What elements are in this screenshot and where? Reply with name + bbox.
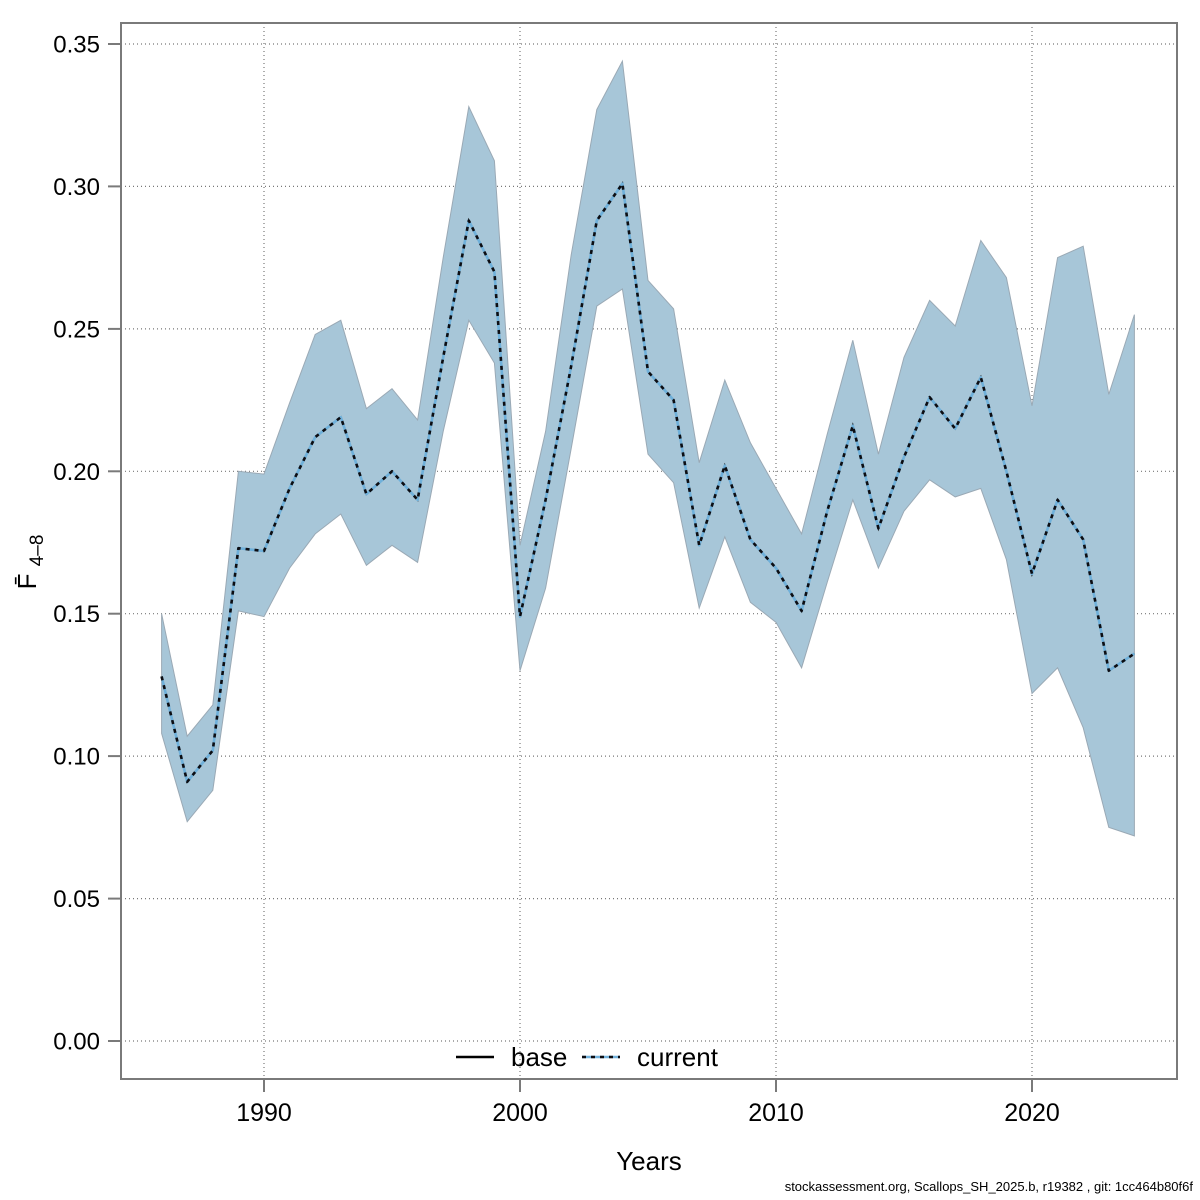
ci-band [161, 59, 1135, 837]
legend-base-label: base [511, 1042, 567, 1072]
y-tick-label: 0.00 [53, 1029, 100, 1056]
x-tick-label: 2020 [1004, 1099, 1060, 1127]
legend-current-label: current [637, 1042, 719, 1072]
x-tick-label: 1990 [236, 1099, 292, 1127]
current-line [160, 182, 1136, 784]
y-tick-label: 0.35 [53, 32, 100, 59]
y-tick-label: 0.30 [53, 174, 100, 201]
x-tick-label: 2000 [492, 1099, 548, 1127]
plot-frame [120, 22, 1178, 1080]
y-tick-label: 0.20 [53, 459, 100, 486]
y-axis-title-main: F̄ [12, 574, 42, 590]
legend: base current [456, 1042, 719, 1072]
y-axis-tick-labels: 0.00 0.05 0.10 0.15 0.20 0.25 0.30 0.35 [53, 32, 100, 1056]
x-axis-tick-labels: 1990 2000 2010 2020 [236, 1099, 1060, 1127]
y-tick-label: 0.15 [53, 601, 100, 628]
x-tick-label: 2010 [748, 1099, 804, 1127]
y-tick-label: 0.25 [53, 316, 100, 343]
y-tick-label: 0.05 [53, 886, 100, 913]
axis-ticks [108, 43, 1033, 1092]
y-axis-title-subscript: 4–8 [27, 535, 48, 567]
x-axis-title: Years [616, 1146, 682, 1176]
y-tick-label: 0.10 [53, 744, 100, 771]
footer-credit: stockassessment.org, Scallops_SH_2025.b,… [785, 1179, 1194, 1194]
y-axis-title: F̄ 4–8 [12, 535, 48, 590]
